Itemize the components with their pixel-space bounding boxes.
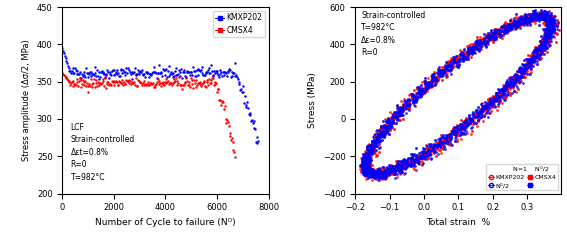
X-axis label: Number of Cycle to failure (Nᴼ): Number of Cycle to failure (Nᴼ) [95, 218, 236, 227]
Legend: KMXP202, CMSX4: KMXP202, CMSX4 [213, 11, 265, 37]
Y-axis label: Stress amplitude (Δσ/2, MPa): Stress amplitude (Δσ/2, MPa) [22, 39, 31, 161]
Y-axis label: Stress (MPa): Stress (MPa) [308, 72, 317, 128]
X-axis label: Total strain  %: Total strain % [426, 218, 490, 227]
Legend: KMXP202, Nᴼ/2, CMSX4, : KMXP202, Nᴼ/2, CMSX4, [486, 164, 558, 190]
Text: Strain-controlled
T=982°C
Δε=0.8%
R=0: Strain-controlled T=982°C Δε=0.8% R=0 [361, 11, 426, 57]
Text: LCF
Strain-controlled
Δεt=0.8%
R=0
T=982°C: LCF Strain-controlled Δεt=0.8% R=0 T=982… [71, 123, 135, 182]
